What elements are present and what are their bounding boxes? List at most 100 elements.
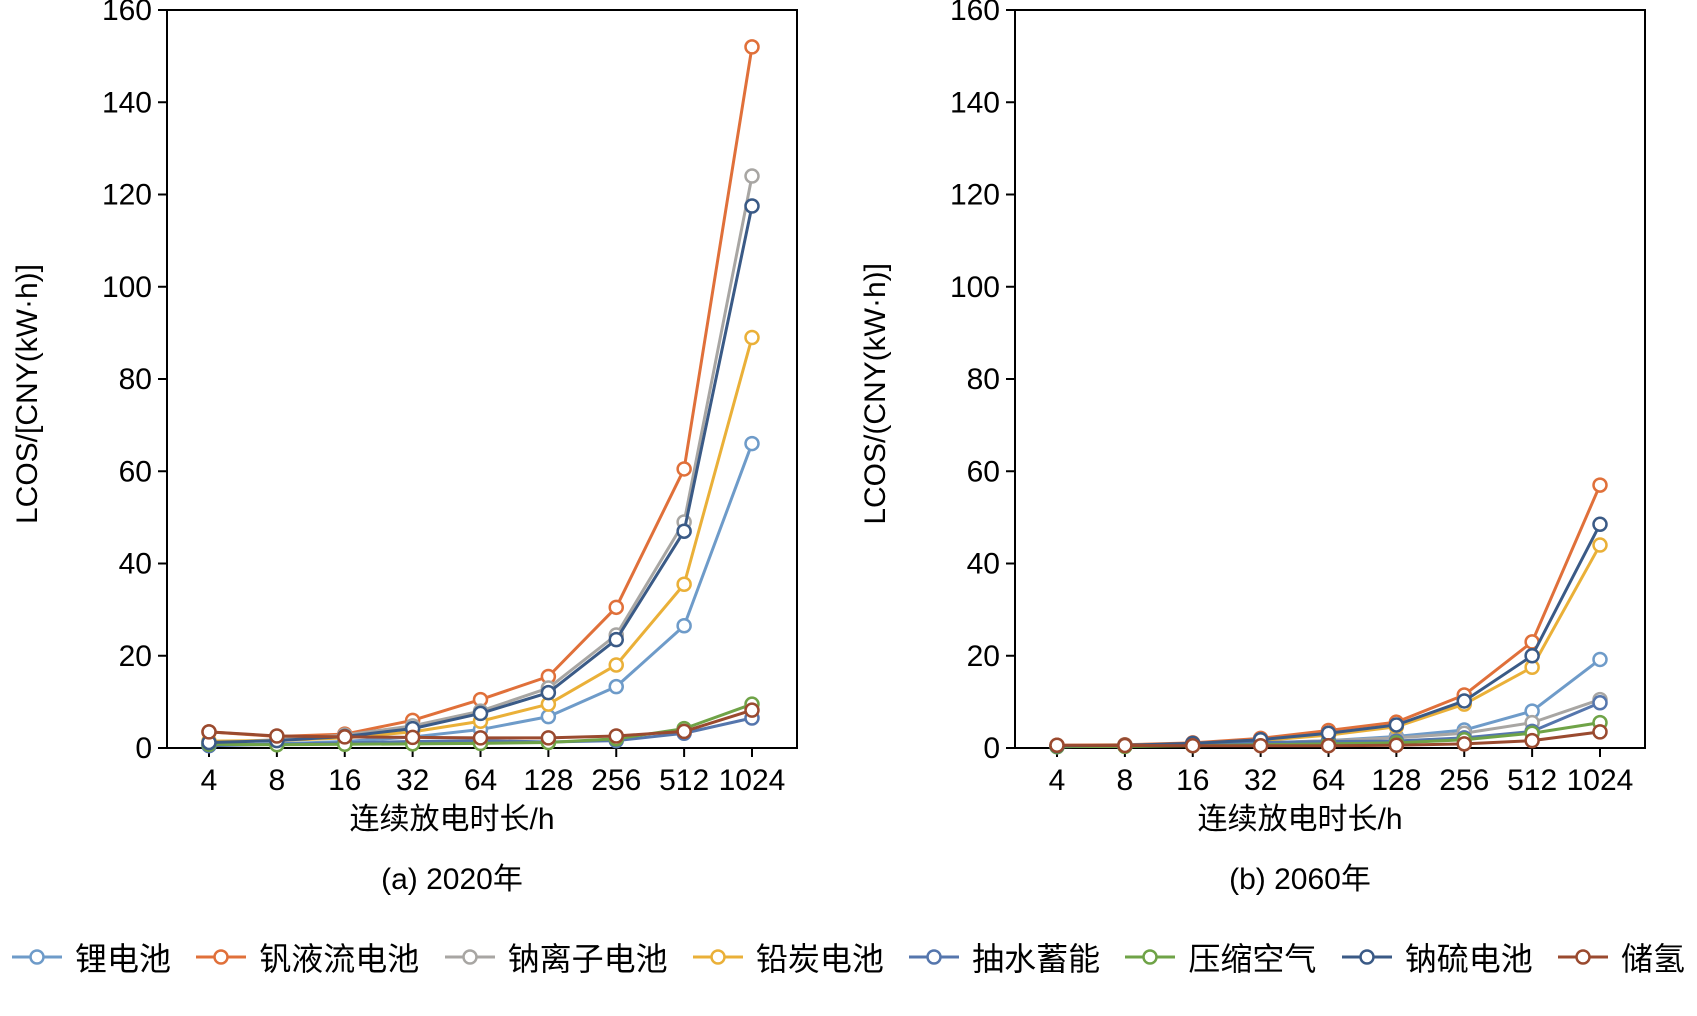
charts-row: LCOS/[CNY(kW·h)] 0 20 40 60 80 100 120 140 160 4 8… bbox=[0, 0, 1696, 898]
series-marker bbox=[1524, 732, 1540, 749]
line-marker-icon bbox=[692, 948, 743, 966]
legend-item-lithium: 锂电池 bbox=[12, 934, 171, 980]
legend-circle-marker bbox=[710, 949, 726, 965]
series-marker bbox=[676, 723, 692, 740]
series-marker bbox=[744, 39, 760, 55]
line-marker-icon bbox=[444, 948, 495, 966]
y-tick-label: 140 bbox=[950, 86, 1000, 119]
chart-2020: LCOS/[CNY(kW·h)] 0 20 40 60 80 100 120 140 160 4 8… bbox=[0, 0, 848, 898]
series-marker bbox=[404, 729, 421, 746]
plot-column: 0 20 40 60 80 100 120 140 160 4 8 16 32 64 128 256 512 10… bbox=[904, 0, 1696, 898]
x-tick-label: 128 bbox=[523, 764, 573, 794]
legend-label: 锂电池 bbox=[75, 941, 172, 977]
legend-label: 钠离子电池 bbox=[507, 941, 668, 977]
plot-frame bbox=[166, 9, 798, 749]
legend-circle-marker bbox=[213, 949, 230, 965]
series-line bbox=[1056, 523, 1602, 748]
y-tick-label: 40 bbox=[119, 548, 152, 581]
x-tick-label: 1024 bbox=[719, 764, 786, 794]
series-marker bbox=[1592, 477, 1608, 493]
series-marker bbox=[608, 631, 624, 648]
series-marker bbox=[540, 730, 557, 746]
y-tick-label: 20 bbox=[119, 640, 152, 673]
series-marker bbox=[472, 730, 489, 746]
line-marker-icon bbox=[196, 948, 247, 966]
y-tick-label: 140 bbox=[102, 86, 152, 119]
y-tick-label: 80 bbox=[967, 363, 1000, 396]
y-tick-label: 120 bbox=[950, 179, 1000, 212]
series-marker bbox=[676, 618, 692, 634]
x-tick-label: 32 bbox=[1244, 764, 1277, 794]
series-marker bbox=[608, 728, 624, 744]
y-tick-label: 120 bbox=[102, 179, 152, 212]
y-axis-label: LCOS/(CNY(kW·h)] bbox=[859, 263, 892, 525]
legend-item-vanadium-flow: 钒液流电池 bbox=[196, 934, 419, 980]
series-marker bbox=[608, 599, 624, 616]
x-tick-label: 256 bbox=[591, 764, 641, 794]
legend: 锂电池 钒液流电池 钠离子电池 铅炭电池 抽水蓄能 压缩空气 钠硫电池 储氢 bbox=[0, 898, 1697, 1016]
y-axis-label: LCOS/[CNY(kW·h)] bbox=[11, 263, 44, 524]
series-marker bbox=[201, 724, 217, 740]
series-line bbox=[208, 46, 754, 738]
series-line bbox=[1056, 484, 1602, 747]
legend-circle-marker bbox=[1575, 949, 1591, 965]
x-tick-label: 8 bbox=[1117, 764, 1134, 794]
legend-circle-marker bbox=[1142, 949, 1159, 965]
series-marker bbox=[1320, 737, 1337, 754]
series-marker bbox=[540, 708, 557, 725]
legend-circle-marker bbox=[926, 949, 942, 965]
x-tick-label: 64 bbox=[1312, 764, 1345, 794]
legend-circle-marker bbox=[29, 949, 45, 965]
series-marker bbox=[540, 684, 557, 701]
y-tick-label: 40 bbox=[967, 548, 1000, 581]
series-marker bbox=[608, 657, 624, 673]
legend-circle-marker bbox=[461, 949, 478, 965]
series-marker bbox=[1524, 648, 1540, 664]
y-tick-label: 60 bbox=[119, 455, 152, 488]
series-marker bbox=[1592, 695, 1608, 711]
line-marker-icon bbox=[909, 948, 960, 966]
line-marker-icon bbox=[1557, 948, 1608, 966]
y-tick-label: 160 bbox=[950, 0, 1000, 27]
series-line bbox=[208, 205, 754, 744]
series-marker bbox=[1388, 717, 1405, 733]
legend-label: 抽水蓄能 bbox=[972, 941, 1101, 977]
series-marker bbox=[1049, 737, 1065, 753]
y-tick-label: 100 bbox=[950, 271, 1000, 304]
x-tick-label: 128 bbox=[1371, 764, 1421, 794]
plot-2020-svg: 0 20 40 60 80 100 120 140 160 4 8 16 32 64 128 256 512 10… bbox=[102, 0, 798, 794]
series-marker bbox=[676, 461, 692, 477]
series-marker bbox=[1456, 693, 1472, 709]
series-marker bbox=[1592, 651, 1608, 668]
legend-item-sodium-sulfur: 钠硫电池 bbox=[1341, 934, 1533, 980]
x-tick-label: 64 bbox=[464, 764, 497, 794]
x-tick-label: 4 bbox=[201, 764, 218, 794]
caption-2060: (b) 2060年 bbox=[1229, 863, 1371, 896]
legend-label: 储氢 bbox=[1620, 941, 1685, 977]
line-marker-icon bbox=[1125, 948, 1176, 966]
x-tick-label: 8 bbox=[269, 764, 286, 794]
y-tick-label: 60 bbox=[967, 455, 1000, 488]
line-marker-icon bbox=[12, 948, 62, 966]
y-tick-label: 20 bbox=[967, 640, 1000, 673]
x-tick-label: 512 bbox=[659, 764, 709, 794]
caption-2020: (a) 2020年 bbox=[381, 863, 523, 896]
series-marker bbox=[744, 198, 760, 214]
series-marker bbox=[472, 705, 489, 722]
series-marker bbox=[676, 576, 692, 593]
series-marker bbox=[1388, 737, 1405, 753]
y-tick-label: 160 bbox=[102, 0, 152, 27]
series-marker bbox=[1252, 737, 1269, 754]
x-tick-label: 32 bbox=[396, 764, 429, 794]
plot-column: 0 20 40 60 80 100 120 140 160 4 8 16 32 64 128 256 512 10… bbox=[56, 0, 848, 898]
y-tick-label: 0 bbox=[983, 732, 1000, 765]
series-line bbox=[208, 337, 754, 743]
y-tick-label: 100 bbox=[102, 271, 152, 304]
x-axis-label: 连续放电时长/h bbox=[349, 803, 555, 836]
series-marker bbox=[608, 678, 624, 695]
series-marker bbox=[1592, 516, 1608, 533]
plot-2060-svg: 0 20 40 60 80 100 120 140 160 4 8 16 32 64 128 256 512 10… bbox=[950, 0, 1646, 794]
legend-label: 钠硫电池 bbox=[1404, 941, 1533, 977]
series-marker bbox=[1456, 736, 1472, 752]
y-axis-label-wrap: LCOS/[CNY(kW·h)] bbox=[0, 0, 56, 898]
